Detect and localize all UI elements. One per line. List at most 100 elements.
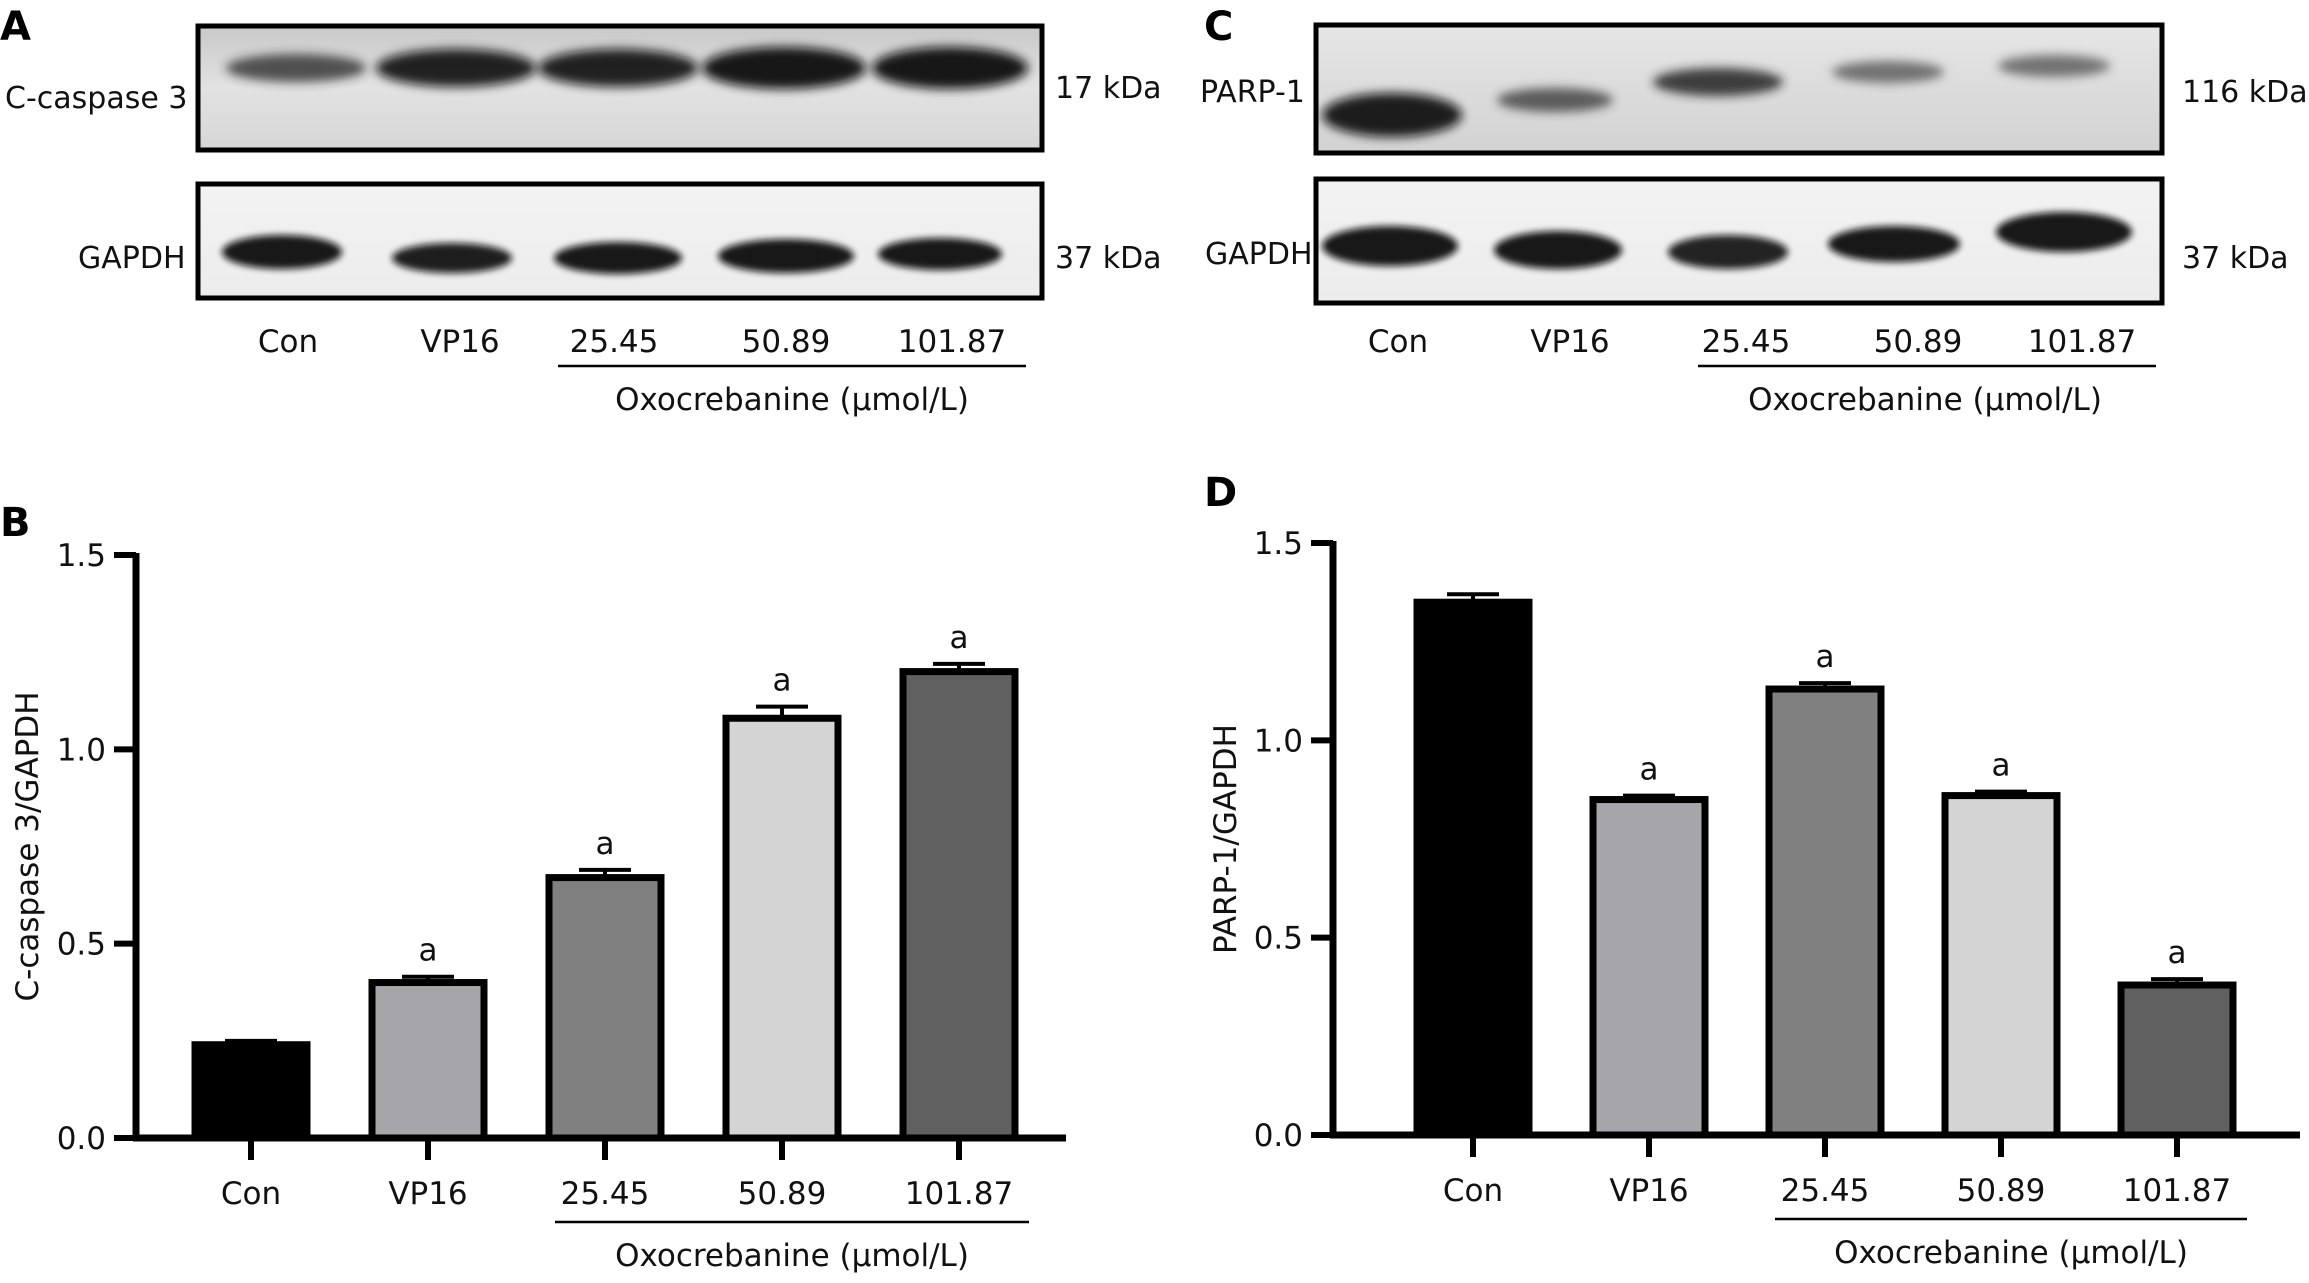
y-tick-label: 0.0 xyxy=(57,1121,106,1157)
x-tick-label: VP16 xyxy=(1609,1173,1688,1209)
blot-c-caspase3 xyxy=(195,23,1045,153)
x-tick-label: Con xyxy=(221,1176,281,1212)
band-parp1-50 xyxy=(1832,61,1944,83)
kda-label-37-a: 37 kDa xyxy=(1055,241,1162,276)
y-tick-label: 0.5 xyxy=(57,927,106,963)
chart-b-c-caspase3: 0.0 0.5 1.0 1.5 C-caspase 3/GAPDH Con a VP16 a 25… xyxy=(10,538,1066,1274)
band-gapdh-c-25 xyxy=(1668,235,1788,269)
lane-label-con: Con xyxy=(1368,324,1428,360)
y-tick-label: 1.0 xyxy=(1254,723,1303,759)
group-label: Oxocrebanine (μmol/L) xyxy=(615,1238,969,1274)
blot-c-caspase3-frame xyxy=(195,23,1045,153)
band-gapdh-a-101 xyxy=(878,238,1002,270)
band-gapdh-c-50 xyxy=(1828,226,1960,262)
blot-parp1-frame xyxy=(1313,22,2165,156)
bar-25-45 xyxy=(1765,685,1885,1139)
blot-label-parp1: PARP-1 xyxy=(1200,75,1305,110)
x-tick-label: 25.45 xyxy=(1781,1173,1870,1209)
band-parp1-101 xyxy=(1998,55,2110,77)
bar-50-89 xyxy=(722,714,842,1142)
band-parp1-con xyxy=(1322,93,1462,137)
bar-con xyxy=(1413,598,1533,1139)
blot-c-caspase3-background xyxy=(198,26,1042,150)
y-axis-label: PARP-1/GAPDH xyxy=(1208,724,1244,954)
kda-label-17: 17 kDa xyxy=(1055,71,1162,106)
band-gapdh-a-50 xyxy=(718,239,854,273)
y-tick-label: 0.0 xyxy=(1254,1118,1303,1154)
band-gapdh-a-25 xyxy=(554,242,682,274)
x-tick-label: 101.87 xyxy=(2123,1173,2231,1209)
blot-label-c-caspase3: C-caspase 3 xyxy=(5,81,187,116)
blot-label-gapdh-c: GAPDH xyxy=(1205,237,1313,272)
lane-label-con: Con xyxy=(258,324,318,360)
band-c-caspase3-101 xyxy=(872,47,1028,89)
blot-gapdh-a-frame xyxy=(195,181,1045,301)
blot-label-gapdh-a: GAPDH xyxy=(78,241,186,276)
band-gapdh-c-con xyxy=(1322,226,1458,266)
y-tick-label: 0.5 xyxy=(1254,921,1303,957)
bar-con xyxy=(191,1041,311,1142)
significance-label: a xyxy=(1816,639,1835,675)
blot-gapdh-c xyxy=(1313,176,2165,306)
panel-c: C PARP-1 116 kDa GAPDH 37 kDa Con VP16 2 xyxy=(1200,4,2308,418)
lane-label-50-89: 50.89 xyxy=(1874,324,1963,360)
lane-label-vp16: VP16 xyxy=(420,324,499,360)
band-c-caspase3-50 xyxy=(702,47,866,89)
significance-label: a xyxy=(1992,748,2011,784)
band-c-caspase3-con xyxy=(226,54,366,82)
kda-label-116: 116 kDa xyxy=(2182,75,2308,110)
panel-a: A C-caspase 3 17 kDa GAPDH 37 kDa Con xyxy=(0,4,1162,418)
panel-letter-a: A xyxy=(0,4,31,50)
blot-gapdh-a-background xyxy=(198,184,1042,298)
lane-label-25-45: 25.45 xyxy=(570,324,659,360)
band-parp1-vp16 xyxy=(1497,88,1613,112)
y-tick-label: 1.0 xyxy=(57,732,106,768)
blot-parp1 xyxy=(1313,22,2165,156)
y-axis-label: C-caspase 3/GAPDH xyxy=(10,691,46,1001)
bar-vp16 xyxy=(1589,796,1709,1139)
lane-label-101-87: 101.87 xyxy=(898,324,1006,360)
x-tick-label: 50.89 xyxy=(738,1176,827,1212)
band-gapdh-c-101 xyxy=(1996,212,2132,252)
y-tick-label: 1.5 xyxy=(1254,526,1303,562)
panel-letter-d: D xyxy=(1204,470,1237,516)
lane-label-101-87: 101.87 xyxy=(2028,324,2136,360)
group-label-a: Oxocrebanine (μmol/L) xyxy=(615,382,969,418)
bar-50-89 xyxy=(1941,792,2061,1139)
x-tick-label: VP16 xyxy=(388,1176,467,1212)
significance-label: a xyxy=(1640,752,1659,788)
significance-label: a xyxy=(419,933,438,969)
x-tick-label: Con xyxy=(1443,1173,1503,1209)
band-c-caspase3-vp16 xyxy=(376,49,536,87)
chart-d-parp1: 0.0 0.5 1.0 1.5 PARP-1/GAPDH Con a VP16 a 25.45 a 5… xyxy=(1208,526,2300,1271)
lane-label-50-89: 50.89 xyxy=(742,324,831,360)
group-label: Oxocrebanine (μmol/L) xyxy=(1834,1235,2188,1271)
y-tick-label: 1.5 xyxy=(57,538,106,574)
x-tick-label: 25.45 xyxy=(561,1176,650,1212)
blot-gapdh-a xyxy=(195,181,1045,301)
band-gapdh-a-vp16 xyxy=(392,243,512,273)
lane-label-vp16: VP16 xyxy=(1530,324,1609,360)
x-tick-label: 101.87 xyxy=(905,1176,1013,1212)
kda-label-37-c: 37 kDa xyxy=(2182,241,2289,276)
band-gapdh-a-con xyxy=(222,235,342,269)
significance-label: a xyxy=(773,663,792,699)
band-c-caspase3-25 xyxy=(538,49,698,87)
bar-101-87 xyxy=(899,668,1019,1142)
significance-label: a xyxy=(2168,935,2187,971)
x-tick-label: 50.89 xyxy=(1957,1173,2046,1209)
bar-25-45 xyxy=(545,874,665,1142)
significance-label: a xyxy=(596,826,615,862)
lane-labels-a: Con VP16 25.45 50.89 101.87 xyxy=(258,324,1006,360)
significance-label: a xyxy=(950,620,969,656)
bar-101-87 xyxy=(2117,981,2237,1139)
bar-vp16 xyxy=(368,979,488,1142)
band-gapdh-c-vp16 xyxy=(1494,231,1622,269)
group-label-c: Oxocrebanine (μmol/L) xyxy=(1748,382,2102,418)
lane-label-25-45: 25.45 xyxy=(1702,324,1791,360)
panel-letter-b: B xyxy=(0,500,31,546)
lane-labels-c: Con VP16 25.45 50.89 101.87 xyxy=(1368,324,2136,360)
band-parp1-25 xyxy=(1653,68,1783,96)
panel-letter-c: C xyxy=(1204,4,1233,50)
